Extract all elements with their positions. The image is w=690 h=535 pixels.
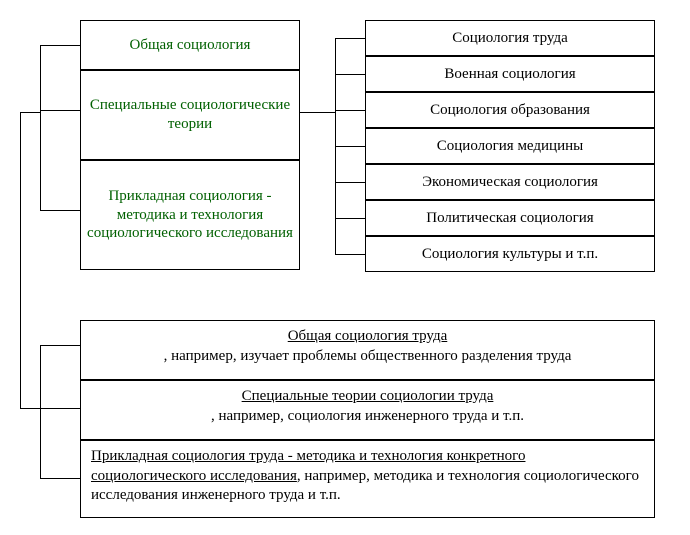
right-box-5: Политическая социология: [365, 200, 655, 236]
left-box-1: Специальные социологические теории: [80, 70, 300, 160]
right-tick-1: [335, 74, 365, 75]
right-box-6: Социология культуры и т.п.: [365, 236, 655, 272]
bottom-bracket-tick-1: [40, 408, 80, 409]
bottom-box-title-0: Общая социология труда: [288, 328, 448, 344]
bottom-bracket-tick-2: [40, 478, 80, 479]
middle-link: [300, 112, 335, 113]
bottom-box-0: Общая социология труда , например, изучае…: [80, 320, 655, 380]
right-tick-6: [335, 254, 365, 255]
right-box-0: Социология труда: [365, 20, 655, 56]
right-tick-5: [335, 218, 365, 219]
right-tick-3: [335, 146, 365, 147]
bottom-box-sub-1: , например, социология инженерного труда…: [211, 408, 524, 424]
right-tick-2: [335, 110, 365, 111]
right-bracket-v: [335, 38, 336, 254]
diagram-canvas: Общая социологияСпециальные социологичес…: [0, 0, 690, 535]
right-tick-4: [335, 182, 365, 183]
trunk-v: [20, 112, 21, 408]
right-box-4: Экономическая социология: [365, 164, 655, 200]
bottom-bracket-v: [40, 345, 41, 478]
left-bracket-v: [40, 45, 41, 210]
left-box-2: Прикладная социология - методика и техно…: [80, 160, 300, 270]
bottom-box-sub-0: , например, изучает проблемы общественно…: [164, 348, 572, 364]
right-tick-0: [335, 38, 365, 39]
bottom-bracket-tick-0: [40, 345, 80, 346]
left-bracket-tick-2: [40, 210, 80, 211]
right-box-2: Социология образования: [365, 92, 655, 128]
left-bracket-tick-0: [40, 45, 80, 46]
trunk-bot-h: [20, 408, 40, 409]
right-box-3: Социология медицины: [365, 128, 655, 164]
bottom-box-title-1: Специальные теории социологии труда: [242, 388, 494, 404]
left-box-0: Общая социология: [80, 20, 300, 70]
trunk-top-h: [20, 112, 40, 113]
bottom-box-2: Прикладная социология труда - методика и…: [80, 440, 655, 518]
right-box-1: Военная социология: [365, 56, 655, 92]
left-bracket-tick-1: [40, 110, 80, 111]
bottom-box-1: Специальные теории социологии труда , нап…: [80, 380, 655, 440]
